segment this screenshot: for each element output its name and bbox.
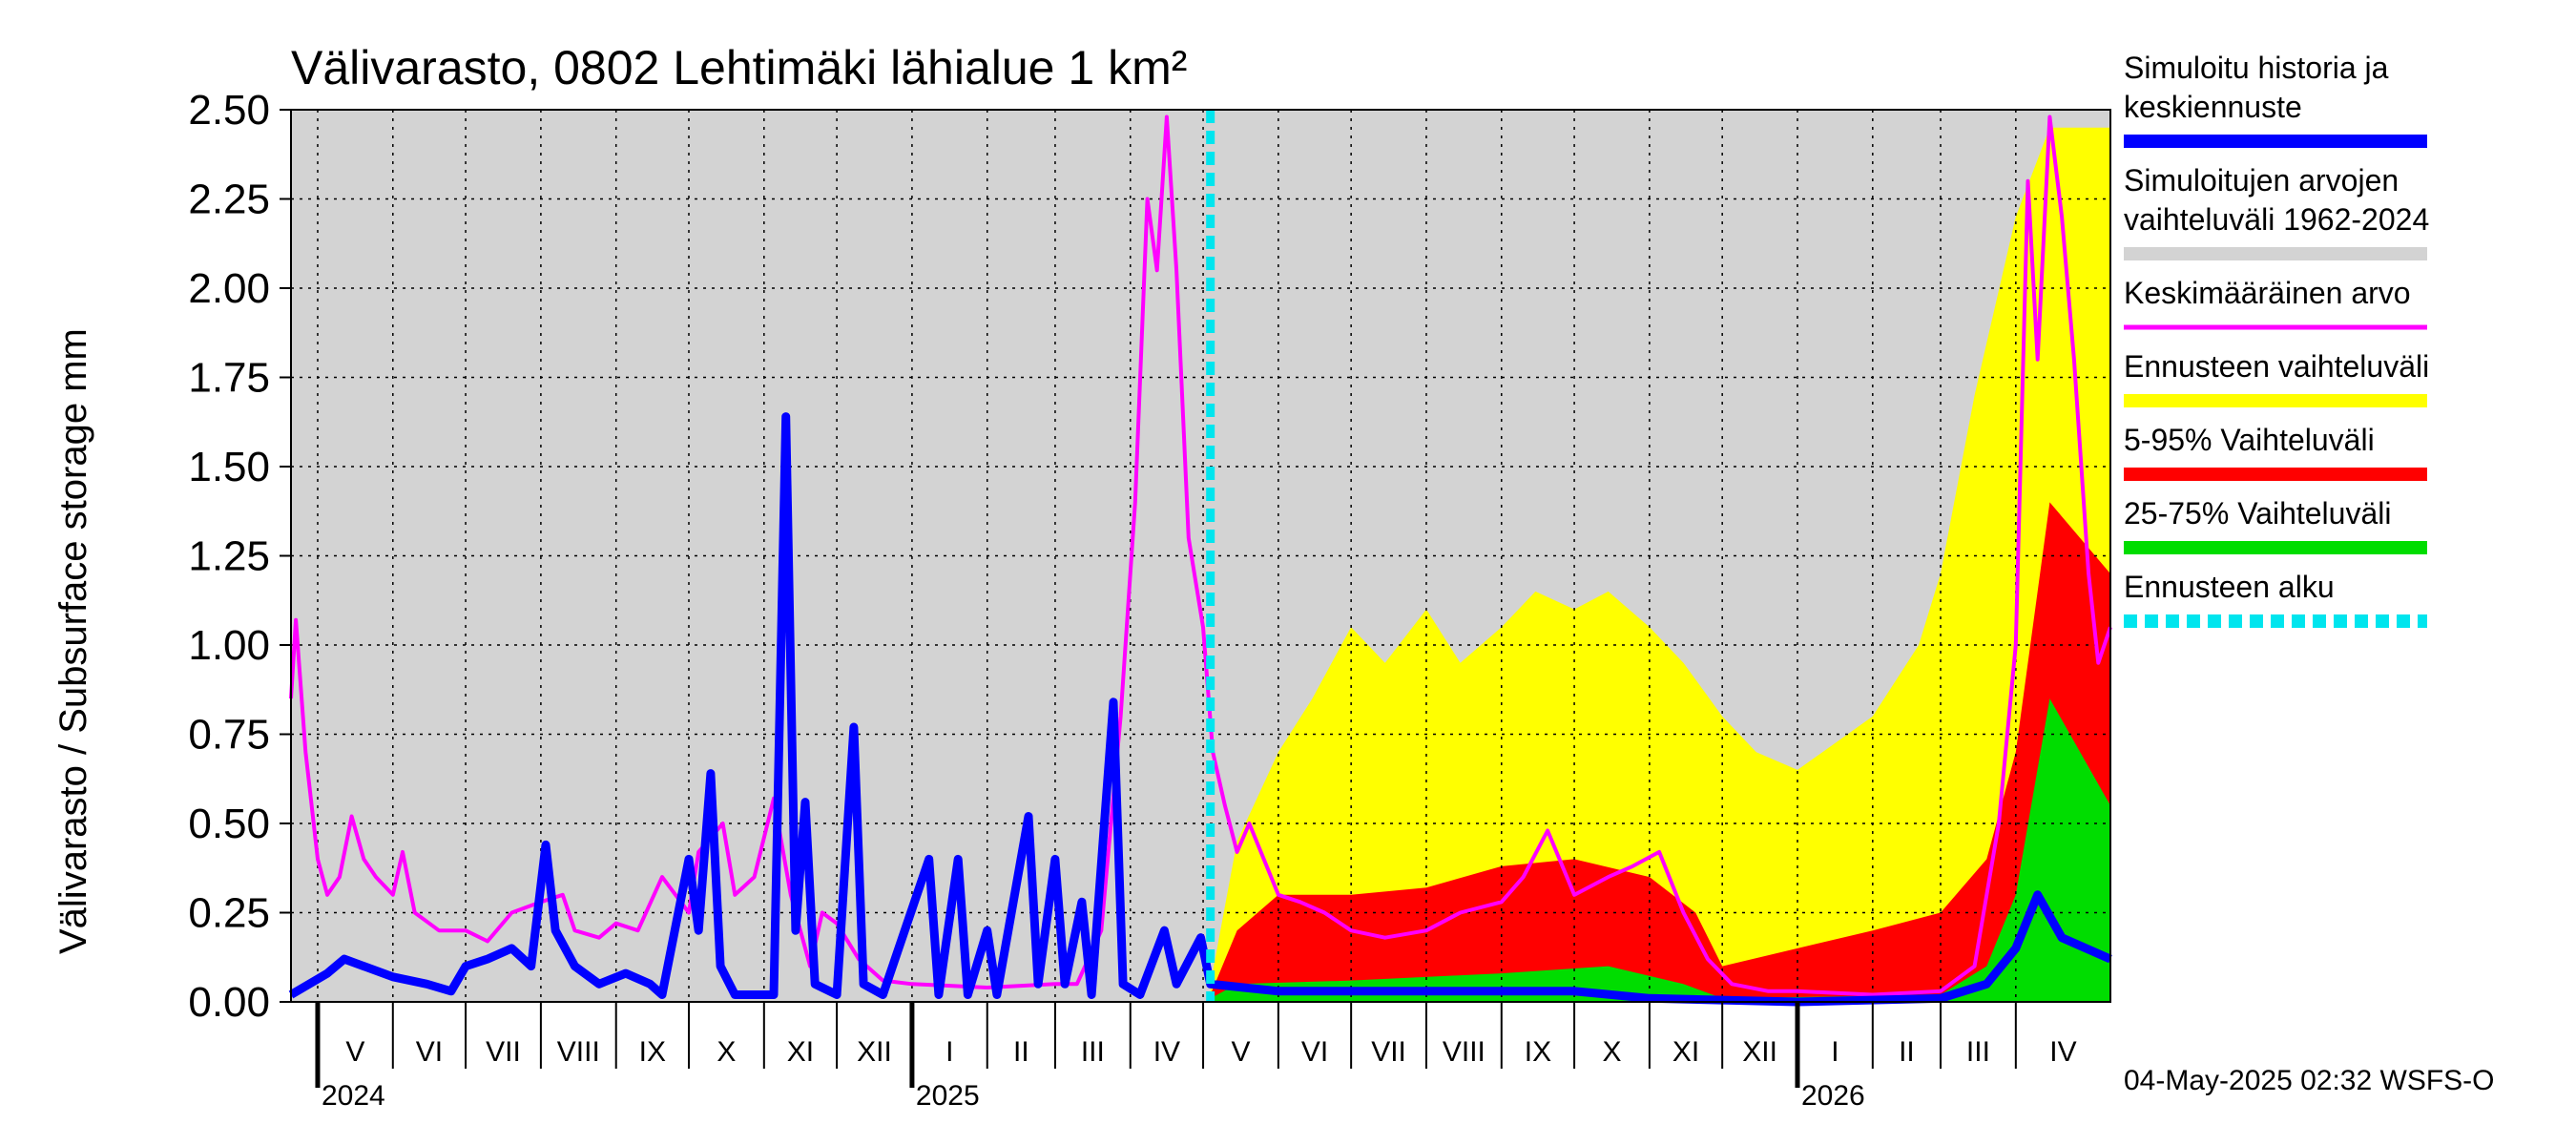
month-label: XII	[857, 1036, 892, 1068]
month-label: III	[1081, 1036, 1105, 1068]
legend-label: Simuloitu historia ja	[2124, 51, 2389, 85]
legend-label: Ennusteen vaihteluväli	[2124, 349, 2429, 384]
year-label: 2026	[1801, 1080, 1865, 1112]
y-tick-label: 0.75	[188, 712, 270, 759]
y-tick-label: 2.50	[188, 87, 270, 134]
series-line-mean	[289, 114, 2112, 997]
year-label: 2025	[916, 1080, 980, 1112]
legend-label: Ennusteen alku	[2124, 570, 2335, 604]
month-label: VII	[486, 1036, 521, 1068]
month-label: VI	[416, 1036, 443, 1068]
month-label: III	[1966, 1036, 1990, 1068]
forecast-band-1	[1210, 127, 2110, 1002]
legend-label: Simuloitujen arvojen	[2124, 163, 2399, 198]
month-label: X	[1602, 1036, 1621, 1068]
y-tick-label: 1.00	[188, 622, 270, 669]
legend-label: 5-95% Vaihteluväli	[2124, 423, 2375, 457]
month-label: IV	[1153, 1036, 1180, 1068]
month-label: IX	[639, 1036, 666, 1068]
month-label: I	[945, 1036, 953, 1068]
y-tick-label: 2.00	[188, 265, 270, 312]
month-label: VIII	[557, 1036, 600, 1068]
series-line-simulated	[288, 412, 2112, 1007]
axes: 0.00 0.25 0.50 0.75 1.00 1.25 1.50 1.75 2.00 2.25…	[188, 87, 2111, 1112]
month-label: VII	[1371, 1036, 1406, 1068]
month-label: V	[345, 1036, 364, 1068]
legend-label: keskiennuste	[2124, 90, 2302, 124]
y-tick-label: 0.50	[188, 801, 270, 847]
y-tick-label: 1.50	[188, 444, 270, 490]
month-label: XI	[787, 1036, 814, 1068]
forecast-band-3	[1210, 698, 2110, 1002]
month-label: X	[717, 1036, 736, 1068]
y-tick-label: 2.25	[188, 177, 270, 223]
month-label: IX	[1525, 1036, 1551, 1068]
month-label: II	[1013, 1036, 1029, 1068]
legend-label: vaihteluväli 1962-2024	[2124, 202, 2429, 237]
month-label: VI	[1301, 1036, 1328, 1068]
chart-title: Välivarasto, 0802 Lehtimäki lähialue 1 k…	[291, 41, 1187, 94]
month-label: II	[1899, 1036, 1915, 1068]
y-tick-label: 0.00	[188, 979, 270, 1026]
legend-label: 25-75% Vaihteluväli	[2124, 496, 2391, 531]
y-tick-label: 1.25	[188, 533, 270, 580]
y-tick-label: 1.75	[188, 355, 270, 402]
month-label: XI	[1672, 1036, 1699, 1068]
month-label: I	[1831, 1036, 1839, 1068]
y-axis-label: Välivarasto / Subsurface storage mm	[52, 328, 94, 954]
month-label: XII	[1742, 1036, 1777, 1068]
plot-area	[288, 110, 2112, 1007]
month-label: IV	[2049, 1036, 2076, 1068]
y-tick-label: 0.25	[188, 890, 270, 937]
month-label: VIII	[1443, 1036, 1485, 1068]
month-label: V	[1231, 1036, 1250, 1068]
legend-label: Keskimääräinen arvo	[2124, 276, 2411, 310]
footer-timestamp: 04-May-2025 02:32 WSFS-O	[2124, 1065, 2495, 1096]
legend: Simuloitu historia ja keskiennuste Simuloi…	[2124, 51, 2429, 628]
year-label: 2024	[322, 1080, 385, 1112]
